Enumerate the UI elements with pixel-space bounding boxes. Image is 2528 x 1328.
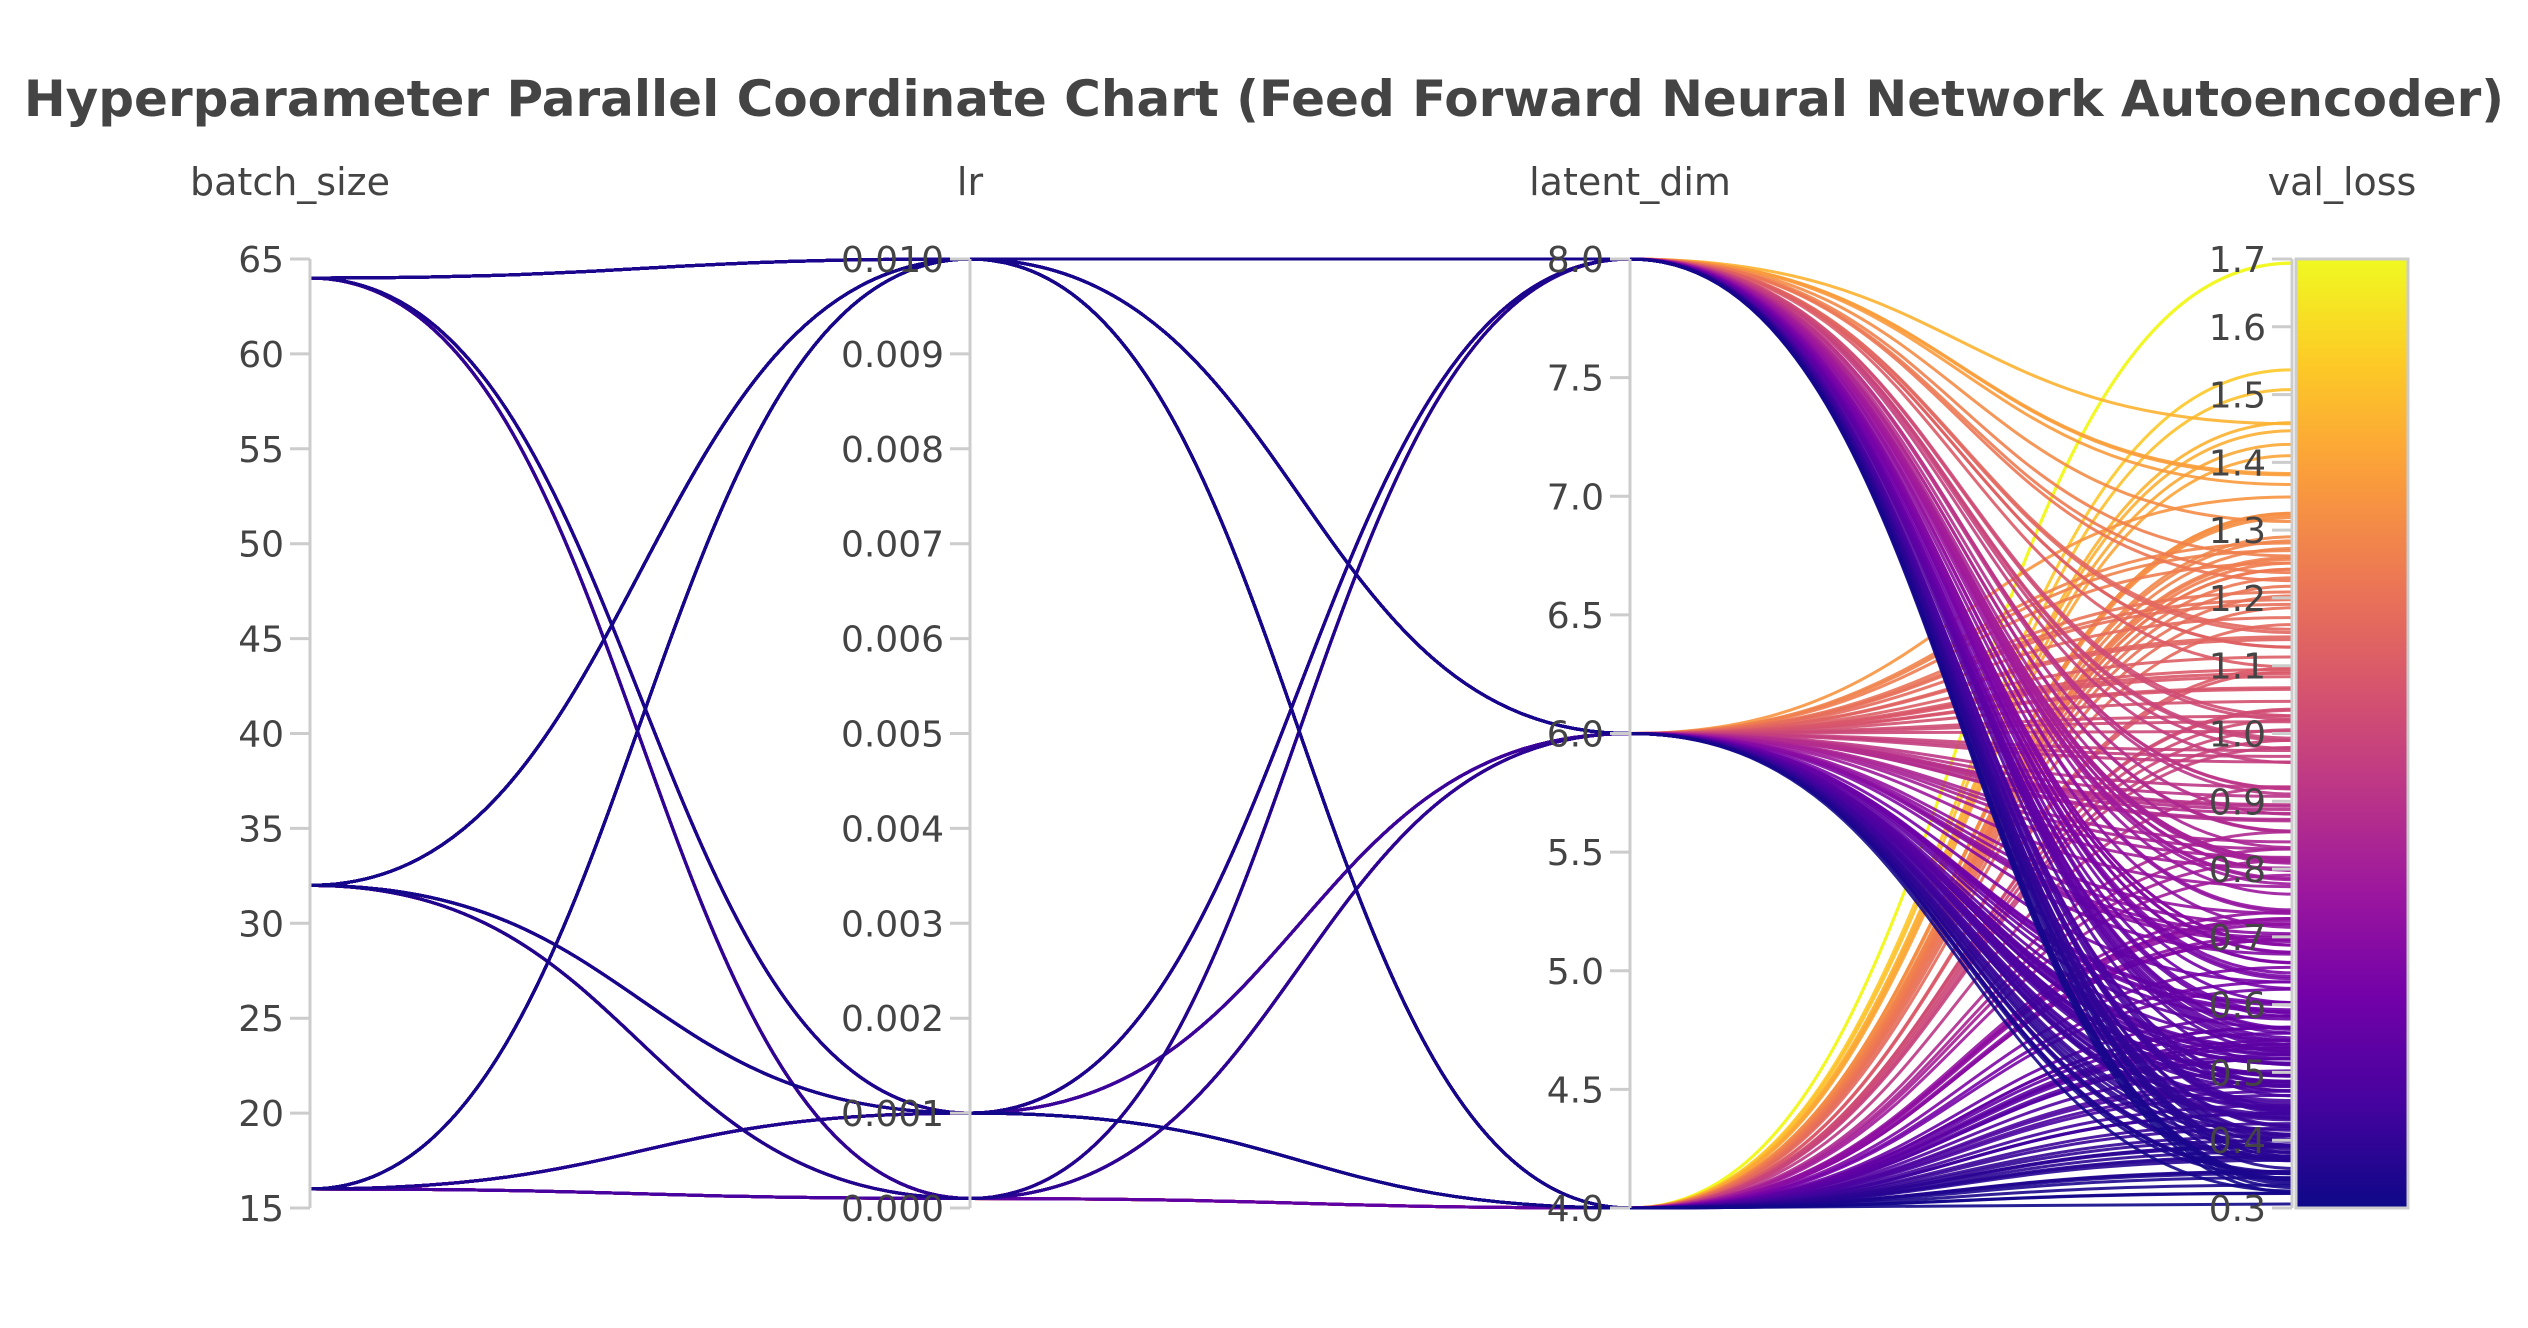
tick-label: 0.003 — [841, 904, 944, 945]
tick-label: 6.0 — [1547, 715, 1604, 756]
tick-label: 5.0 — [1547, 952, 1604, 993]
axis-title: batch_size — [190, 160, 390, 204]
tick-label: 1.4 — [2209, 443, 2266, 484]
tick-label: 0.8 — [2209, 850, 2266, 891]
tick-label: 0.005 — [841, 715, 944, 756]
colorbar — [2294, 257, 2410, 1210]
tick-label: 1.2 — [2209, 579, 2266, 620]
tick-label: 20 — [238, 1094, 284, 1135]
tick-label: 4.5 — [1547, 1070, 1604, 1111]
tick-label: 0.4 — [2209, 1121, 2266, 1162]
tick-label: 0.6 — [2209, 986, 2266, 1027]
tick-label: 35 — [238, 809, 284, 850]
tick-label: 5.5 — [1547, 833, 1604, 874]
axis-val-loss[interactable]: 0.3 0.4 0.5 0.6 0.7 0.8 0.9 1.0 1.1 1.2 1.3 1.4 1.5 1… — [2209, 160, 2417, 1230]
axis-latent-dim[interactable]: 4.0 4.5 5.0 5.5 6.0 6.5 7.0 7.5 8.0 latent_dim — [1529, 160, 1731, 1230]
tick-label: 8.0 — [1547, 240, 1604, 281]
tick-label: 1.3 — [2209, 511, 2266, 552]
run-line — [309, 847, 2293, 1210]
chart-title: Hyperparameter Parallel Coordinate Chart… — [24, 70, 2504, 128]
axes-layer: 1520253035404550556065batch_size0.0000.0… — [190, 160, 2416, 1230]
axis-title: val_loss — [2268, 160, 2417, 204]
tick-label: 1.6 — [2209, 308, 2266, 349]
tick-label: 0.3 — [2209, 1189, 2266, 1230]
tick-label: 0.9 — [2209, 782, 2266, 823]
tick-label: 15 — [238, 1189, 284, 1230]
tick-label: 0.7 — [2209, 918, 2266, 959]
tick-label: 4.0 — [1547, 1189, 1604, 1230]
tick-label: 40 — [238, 715, 284, 756]
tick-label: 1.5 — [2209, 376, 2266, 417]
tick-label: 1.7 — [2209, 240, 2266, 281]
tick-label: 30 — [238, 904, 284, 945]
tick-label: 25 — [238, 999, 284, 1040]
tick-label: 0.001 — [841, 1094, 944, 1135]
tick-label: 0.008 — [841, 430, 944, 471]
axis-batch-size[interactable]: 15 20 25 30 35 40 45 50 55 60 65 batch_size — [190, 160, 390, 1230]
axis-title: latent_dim — [1529, 160, 1731, 204]
tick-label: 0.000 — [841, 1189, 944, 1230]
axis-title: lr — [957, 160, 984, 204]
run-line — [309, 883, 2293, 1210]
tick-label: 7.0 — [1547, 477, 1604, 518]
tick-label: 6.5 — [1547, 596, 1604, 637]
run-line — [309, 257, 2293, 1210]
axis-lr[interactable]: 0.000 0.001 0.002 0.003 0.004 0.005 0.006 0.007… — [841, 160, 984, 1230]
tick-label: 1.0 — [2209, 715, 2266, 756]
tick-label: 0.5 — [2209, 1053, 2266, 1094]
tick-label: 60 — [238, 335, 284, 376]
tick-label: 7.5 — [1547, 359, 1604, 400]
tick-label: 0.002 — [841, 999, 944, 1040]
tick-label: 0.004 — [841, 809, 944, 850]
tick-label: 0.009 — [841, 335, 944, 376]
tick-label: 0.006 — [841, 620, 944, 661]
polyline-layer — [309, 257, 2293, 1210]
tick-label: 1.1 — [2209, 647, 2266, 688]
tick-label: 45 — [238, 620, 284, 661]
tick-label: 0.010 — [841, 240, 944, 281]
tick-label: 55 — [238, 430, 284, 471]
tick-label: 0.007 — [841, 525, 944, 566]
tick-label: 50 — [238, 525, 284, 566]
tick-label: 65 — [238, 240, 284, 281]
